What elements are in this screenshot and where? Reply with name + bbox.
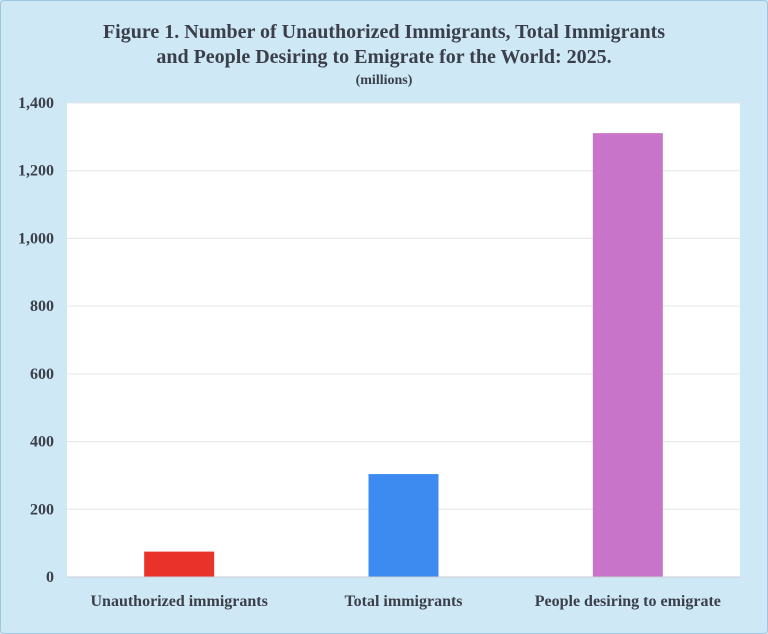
x-axis-categories: Unauthorized immigrants Total immigrants P…: [91, 593, 721, 610]
x-category-label: Unauthorized immigrants: [91, 593, 268, 610]
y-tick-label: 1,000: [18, 230, 54, 247]
chart-title-line-2: and People Desiring to Emigrate for the …: [156, 46, 612, 68]
y-axis-ticks: 0 200 400 600 800 1,000 1,200 1,400: [18, 95, 54, 586]
bars: [144, 133, 663, 577]
bar-1: [144, 551, 215, 577]
chart-subtitle: (millions): [355, 73, 413, 88]
bar-3: [592, 133, 663, 577]
x-category-label: People desiring to emigrate: [535, 593, 721, 610]
y-tick-label: 1,200: [18, 163, 54, 180]
y-tick-label: 200: [30, 501, 54, 518]
chart-title-line-1: Figure 1. Number of Unauthorized Immigra…: [102, 21, 666, 43]
y-tick-label: 400: [30, 434, 54, 451]
bar-2: [368, 474, 439, 577]
y-tick-label: 0: [46, 569, 54, 586]
y-tick-label: 800: [30, 298, 54, 315]
x-category-label: Total immigrants: [344, 593, 462, 610]
y-tick-label: 600: [30, 366, 54, 383]
y-tick-label: 1,400: [18, 95, 54, 112]
chart-title: Figure 1. Number of Unauthorized Immigra…: [0, 20, 768, 70]
